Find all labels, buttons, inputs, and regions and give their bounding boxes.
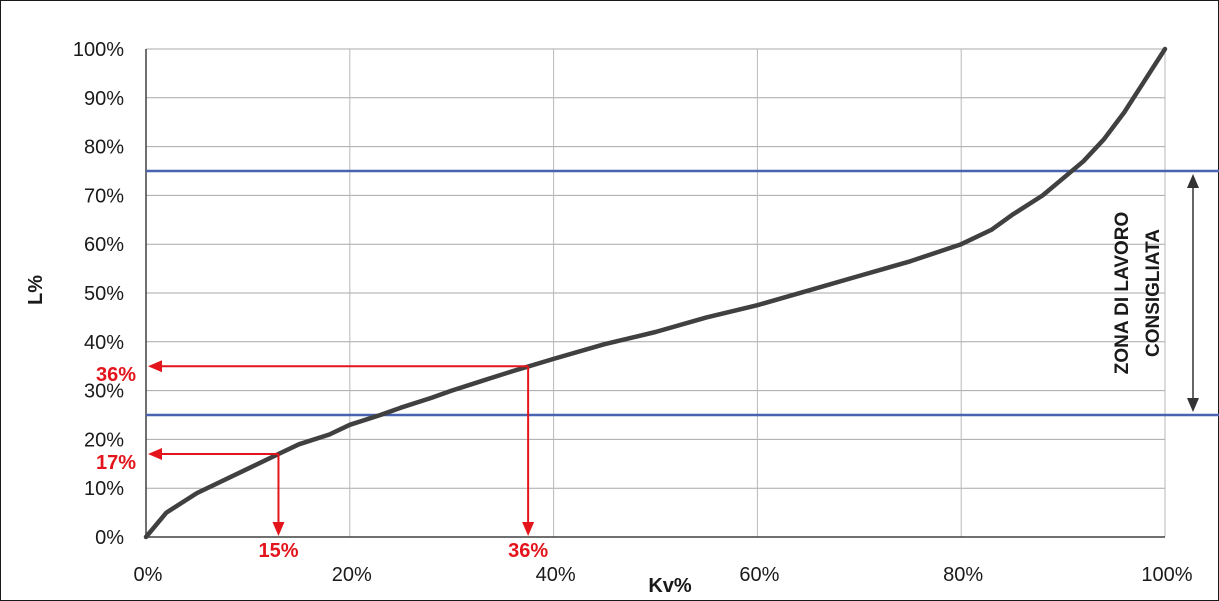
x-tick-label: 60% [739, 564, 779, 586]
annotation-h-arrowhead [148, 360, 162, 373]
zone-lines [146, 169, 1219, 417]
y-tick-label: 40% [84, 332, 124, 354]
y-tick-label: 20% [84, 429, 124, 451]
zone-arrow-head-up [1187, 174, 1199, 188]
zone-label: ZONA DI LAVORO CONSIGLIATA [1112, 174, 1199, 412]
y-tick-label: 70% [84, 185, 124, 207]
y-axis-title: L% [25, 275, 47, 305]
tick-labels: 0% 10% 20% 30% 40% 50% 60% 70% 80% 90% 100% 0% 20% 40… [73, 39, 1193, 586]
y-tick-label: 0% [95, 527, 124, 549]
zone-label-line: CONSIGLIATA [1143, 229, 1164, 357]
annotation-v-arrowhead [522, 522, 535, 536]
y-tick-label: 50% [84, 283, 124, 305]
annotations: 17% 15% 36% 36% [96, 360, 548, 562]
x-tick-label: 40% [536, 564, 576, 586]
x-axis-title: Kv% [648, 575, 692, 597]
y-tick-label: 10% [84, 478, 124, 500]
x-tick-label: 80% [943, 564, 983, 586]
annotation-kv-label: 15% [258, 540, 298, 562]
y-tick-label: 60% [84, 234, 124, 256]
y-tick-label: 80% [84, 137, 124, 159]
x-tick-label: 100% [1141, 564, 1192, 586]
characteristic-curve [143, 46, 1168, 540]
curve [143, 46, 1168, 540]
annotation-l-label: 36% [96, 364, 136, 386]
x-tick-label: 0% [134, 564, 163, 586]
annotation-v-arrowhead [272, 522, 285, 536]
y-tick-label: 30% [84, 381, 124, 403]
annotation-kv-label: 36% [508, 540, 548, 562]
x-tick-label: 20% [332, 564, 372, 586]
zone-label-line: ZONA DI LAVORO [1112, 212, 1133, 375]
zone-arrow-head-down [1187, 398, 1199, 412]
annotation-h-arrowhead [148, 448, 162, 461]
grid [145, 48, 1166, 538]
y-tick-label: 100% [73, 39, 124, 61]
y-tick-label: 90% [84, 88, 124, 110]
annotation-l-label: 17% [96, 452, 136, 474]
